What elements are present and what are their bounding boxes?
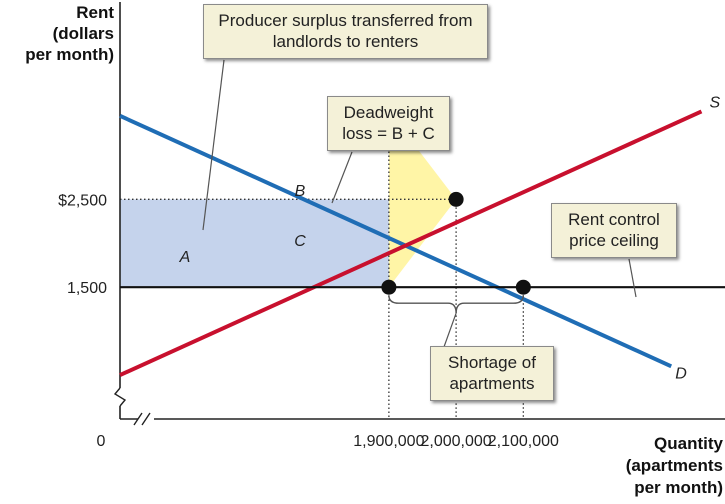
- key-point-3: [381, 279, 397, 295]
- area-label-a: A: [179, 249, 191, 266]
- x-axis-label-line-3: per month): [634, 478, 723, 497]
- x-tick-label-1900000: 1,900,000: [353, 433, 424, 450]
- area-b: [388, 111, 457, 200]
- producer-surplus-callout: Producer surplus transferred from landlo…: [203, 4, 488, 59]
- x-axis-label: Quantity (apartments per month): [626, 433, 723, 499]
- supply-curve-label: S: [709, 94, 720, 111]
- x-axis-label-line-1: Quantity: [654, 434, 723, 453]
- key-point-4: [515, 279, 531, 295]
- y-axis-label: Rent (dollars per month): [0, 2, 114, 65]
- y-axis-label-line-1: Rent: [76, 3, 114, 22]
- y-tick-label-1500: 1,500: [67, 280, 107, 297]
- series-s-line: [119, 109, 703, 377]
- x-axis-break: [133, 412, 151, 426]
- origin-label: 0: [97, 433, 106, 450]
- producer-surplus-callout-text: Producer surplus transferred from landlo…: [218, 11, 473, 51]
- y-axis-label-line-3: per month): [25, 45, 114, 64]
- deadweight-loss-leader: [331, 151, 353, 204]
- y-axis-break: [113, 387, 127, 407]
- area-c: [388, 199, 457, 288]
- shortage-brace: [388, 295, 525, 314]
- shortage-callout-text: Shortage of apartments: [448, 353, 536, 393]
- deadweight-loss-callout: Deadweight loss = B + C: [327, 96, 450, 151]
- rent-control-leader: [628, 258, 637, 298]
- y-axis-label-line-2: (dollars: [52, 24, 114, 43]
- area-a: [120, 199, 389, 288]
- key-point-2: [448, 191, 464, 207]
- rent-control-callout-text: Rent control price ceiling: [568, 210, 660, 250]
- area-label-b: B: [295, 183, 306, 200]
- y-tick-label-2500: $2,500: [58, 192, 107, 209]
- area-label-c: C: [294, 233, 306, 250]
- shortage-callout: Shortage of apartments: [430, 346, 554, 401]
- x-axis-label-line-2: (apartments: [625, 456, 723, 475]
- x-tick-label-2100000: 2,100,000: [488, 433, 559, 450]
- rent-control-callout: Rent control price ceiling: [551, 203, 677, 258]
- demand-curve-label: D: [675, 365, 687, 382]
- producer-surplus-leader: [202, 59, 225, 231]
- deadweight-loss-callout-text: Deadweight loss = B + C: [342, 103, 435, 143]
- x-tick-label-2000000: 2,000,000: [421, 433, 492, 450]
